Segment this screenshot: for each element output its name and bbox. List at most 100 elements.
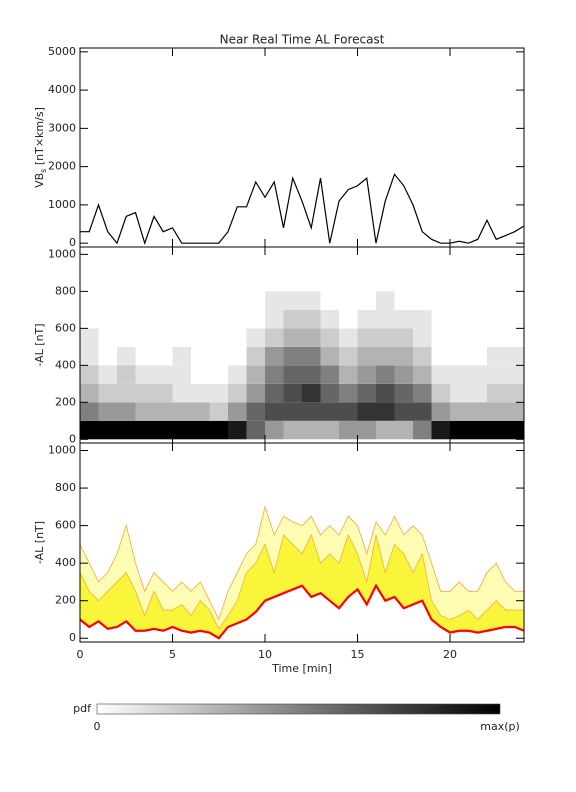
heatmap-cell: [302, 309, 321, 329]
heatmap-cell: [431, 346, 450, 366]
heatmap-cell: [265, 365, 284, 384]
heatmap-cell: [246, 309, 265, 329]
heatmap-cell: [117, 420, 136, 440]
x-tick-label: 15: [351, 648, 365, 661]
heatmap-cell: [320, 383, 339, 403]
heatmap-cell: [339, 402, 358, 421]
heatmap-cell: [80, 420, 99, 440]
heatmap-cell: [246, 420, 265, 440]
heatmap-cell: [468, 346, 487, 366]
heatmap-cell: [320, 328, 339, 347]
y-tick-label: 0: [69, 631, 76, 644]
heatmap-cell: [413, 420, 432, 440]
heatmap-cell: [468, 328, 487, 347]
heatmap-cell: [394, 309, 413, 329]
heatmap-cell: [246, 346, 265, 366]
heatmap-cell: [154, 346, 173, 366]
heatmap-cell: [339, 346, 358, 366]
heatmap-cell: [376, 328, 395, 347]
x-axis-label: Time [min]: [271, 662, 332, 675]
y-tick-label: 1000: [48, 198, 76, 211]
x-tick-label: 10: [258, 648, 272, 661]
heatmap-cell: [505, 383, 524, 403]
heatmap-cell: [320, 402, 339, 421]
heatmap-cell: [468, 420, 487, 440]
heatmap-cell: [487, 402, 506, 421]
heatmap-cell: [357, 383, 376, 403]
heatmap-cell: [487, 346, 506, 366]
heatmap-cell: [209, 328, 228, 347]
heatmap-cell: [431, 309, 450, 329]
heatmap-cell: [376, 346, 395, 366]
heatmap-cell: [172, 402, 191, 421]
heatmap-cell: [228, 309, 247, 329]
y-tick-label: 200: [55, 594, 76, 607]
heatmap-cell: [339, 383, 358, 403]
heatmap-cell: [191, 309, 210, 329]
heatmap-cell: [191, 346, 210, 366]
heatmap-cell: [487, 383, 506, 403]
y-tick-label: 400: [55, 556, 76, 569]
heatmap-cell: [191, 420, 210, 440]
heatmap-cell: [376, 383, 395, 403]
heatmap-cell: [191, 328, 210, 347]
heatmap-cell: [80, 291, 99, 310]
y-tick-label: 2000: [48, 160, 76, 173]
heatmap-cell: [302, 328, 321, 347]
y-tick-label: 200: [55, 395, 76, 408]
colorbar: [96, 703, 501, 715]
heatmap-cell: [487, 328, 506, 347]
heatmap-cell: [265, 291, 284, 310]
y-axis-label: -AL [nT]: [33, 323, 46, 366]
heatmap-cell: [117, 365, 136, 384]
colorbar-max-label: max(p): [480, 720, 520, 733]
heatmap-cell: [98, 328, 117, 347]
heatmap-cell: [172, 346, 191, 366]
y-tick-label: 3000: [48, 121, 76, 134]
y-tick-label: 0: [69, 432, 76, 445]
heatmap-cell: [209, 402, 228, 421]
heatmap-cell: [487, 309, 506, 329]
colorbar-label: pdf: [73, 702, 92, 715]
heatmap-cell: [431, 291, 450, 310]
heatmap-cell: [117, 383, 136, 403]
heatmap-cell: [117, 309, 136, 329]
heatmap-cell: [172, 420, 191, 440]
heatmap-cell: [80, 309, 99, 329]
band-edge: [79, 505, 524, 621]
band-edge: [79, 533, 524, 630]
data-line: [80, 173, 525, 246]
heatmap-cell: [80, 402, 99, 421]
heatmap-cell: [283, 328, 302, 347]
heatmap-cell: [228, 383, 247, 403]
x-tick-label: 5: [169, 648, 176, 661]
heatmap-cell: [505, 309, 524, 329]
heatmap-cell: [98, 291, 117, 310]
heatmap-cell: [450, 291, 469, 310]
heatmap-cell: [191, 291, 210, 310]
heatmap-cell: [394, 402, 413, 421]
heatmap-cell: [357, 346, 376, 366]
median-line: [79, 583, 525, 640]
heatmap-cell: [209, 309, 228, 329]
heatmap-cell: [209, 420, 228, 440]
heatmap-cell: [135, 365, 154, 384]
heatmap-cell: [209, 291, 228, 310]
heatmap-cell: [117, 402, 136, 421]
heatmap-cell: [172, 365, 191, 384]
y-tick-label: 1000: [48, 247, 76, 260]
heatmap-cell: [450, 365, 469, 384]
heatmap-cell: [228, 291, 247, 310]
heatmap-cell: [246, 365, 265, 384]
y-tick-label: 800: [55, 284, 76, 297]
heatmap-cell: [320, 309, 339, 329]
heatmap-cell: [505, 402, 524, 421]
y-tick-label: 5000: [48, 45, 76, 58]
heatmap-cell: [302, 383, 321, 403]
heatmap-cell: [209, 346, 228, 366]
heatmap-cell: [265, 383, 284, 403]
heatmap-cell: [154, 365, 173, 384]
heatmap-cell: [505, 328, 524, 347]
